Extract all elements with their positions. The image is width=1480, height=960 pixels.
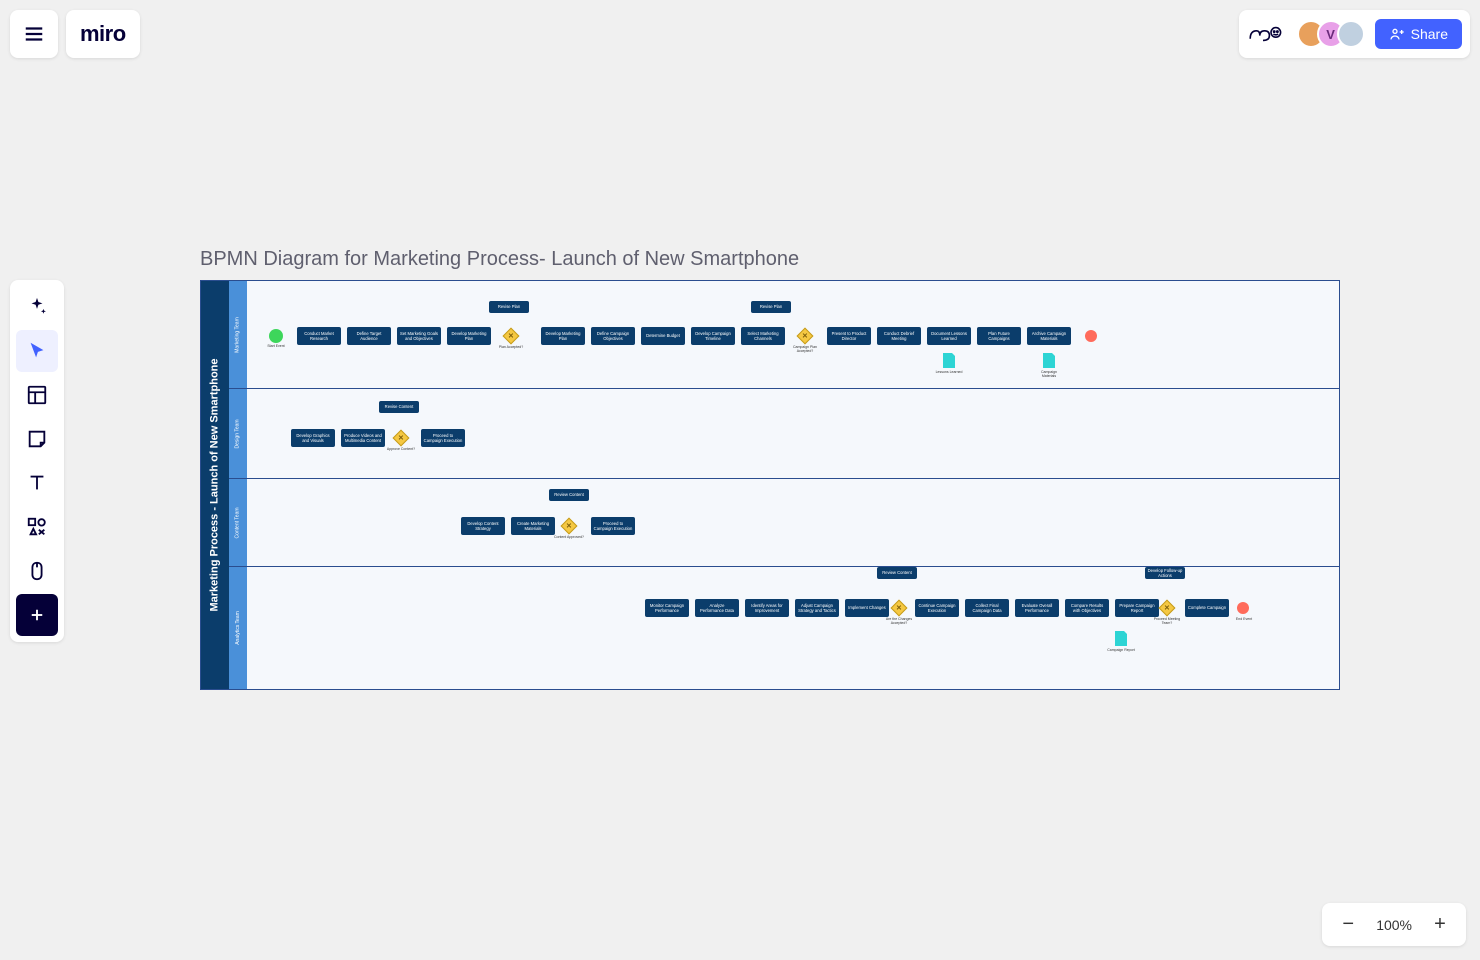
bpmn-task[interactable]: Adjust Campaign Strategy and Tactics — [795, 599, 839, 617]
shapes-icon — [26, 516, 48, 538]
collaborator-avatars[interactable]: V — [1297, 20, 1365, 48]
bpmn-task[interactable]: Produce Videos and Multimedia Content — [341, 429, 385, 447]
bpmn-task[interactable]: Develop Campaign Timeline — [691, 327, 735, 345]
event-label: End Event — [1232, 617, 1256, 621]
bpmn-task[interactable]: Develop Content Strategy — [461, 517, 505, 535]
lane-label: Design Team — [235, 419, 241, 448]
bpmn-task[interactable]: Conduct Market Research — [297, 327, 341, 345]
pen-icon — [26, 560, 48, 582]
share-label: Share — [1411, 26, 1448, 42]
gateway-label: Plan Accepted? — [496, 345, 526, 349]
pool-header: Marketing Process - Launch of New Smartp… — [201, 281, 229, 689]
lane-label: Analytics Team — [235, 611, 241, 645]
tool-pen[interactable] — [16, 550, 58, 592]
app-logo[interactable]: miro — [66, 10, 140, 58]
lane-content — [247, 479, 1339, 567]
bpmn-task[interactable]: Proceed to Campaign Execution — [591, 517, 635, 535]
bpmn-task[interactable]: Compare Results with Objectives — [1065, 599, 1109, 617]
gateway-label: Campaign Plan Accepted? — [790, 345, 820, 353]
bpmn-task[interactable]: Implement Changes — [845, 599, 889, 617]
bpmn-task[interactable]: Document Lessons Learned — [927, 327, 971, 345]
plus-icon — [28, 606, 46, 624]
bpmn-diagram[interactable]: Marketing Process - Launch of New Smartp… — [200, 280, 1340, 690]
gateway-label: Approve Content? — [386, 447, 416, 451]
bpmn-task[interactable]: Set Marketing Goals and Objectives — [397, 327, 441, 345]
bpmn-task[interactable]: Define Target Audience — [347, 327, 391, 345]
pool-label: Marketing Process - Launch of New Smartp… — [209, 358, 221, 611]
bpmn-task[interactable]: Present to Product Director — [827, 327, 871, 345]
bpmn-task[interactable]: Analyze Performance Data — [695, 599, 739, 617]
bpmn-task[interactable]: Evaluate Overall Performance — [1015, 599, 1059, 617]
bpmn-task[interactable]: Develop Marketing Plan — [447, 327, 491, 345]
lane-label: Marketing Team — [235, 317, 241, 352]
bpmn-task[interactable]: Develop Marketing Plan — [541, 327, 585, 345]
bpmn-task[interactable]: Complete Campaign — [1185, 599, 1229, 617]
avatar[interactable] — [1337, 20, 1365, 48]
text-icon — [26, 472, 48, 494]
zoom-out-button[interactable]: − — [1338, 913, 1358, 936]
document-label: Lessons Learned — [934, 370, 964, 374]
bpmn-document[interactable] — [943, 353, 955, 368]
bpmn-task[interactable]: Revise Plan — [751, 301, 791, 313]
sparkle-icon — [26, 296, 48, 318]
event-label: Start Event — [264, 344, 288, 348]
bpmn-document[interactable] — [1115, 631, 1127, 646]
sticky-note-icon — [26, 428, 48, 450]
bpmn-task[interactable]: Develop Graphics and Visuals — [291, 429, 335, 447]
gateway-label: Proceed Meeting Team? — [1152, 617, 1182, 625]
bpmn-task[interactable]: Determine Budget — [641, 327, 685, 345]
bpmn-task[interactable]: Select Marketing Channels — [741, 327, 785, 345]
zoom-controls: − 100% + — [1322, 903, 1466, 946]
lane-headers: Marketing Team Design Team Content Team … — [229, 281, 247, 689]
zoom-in-button[interactable]: + — [1430, 913, 1450, 936]
zoom-level[interactable]: 100% — [1376, 917, 1412, 933]
diagram-title[interactable]: BPMN Diagram for Marketing Process- Laun… — [200, 248, 799, 271]
bpmn-task[interactable]: Plan Future Campaigns — [977, 327, 1021, 345]
bpmn-task[interactable]: Proceed to Campaign Execution — [421, 429, 465, 447]
menu-button[interactable] — [10, 10, 58, 58]
tool-shapes[interactable] — [16, 506, 58, 548]
gateway-label: Are the Changes Accepted? — [884, 617, 914, 625]
gateway-label: Content Approved? — [554, 535, 584, 539]
bpmn-task[interactable]: Monitor Campaign Performance — [645, 599, 689, 617]
bpmn-task[interactable]: Collect Final Campaign Data — [965, 599, 1009, 617]
tool-sticky[interactable] — [16, 418, 58, 460]
lane-label: Content Team — [235, 507, 241, 538]
bpmn-task[interactable]: Identify Areas for Improvement — [745, 599, 789, 617]
lane-analytics — [247, 567, 1339, 689]
bpmn-task[interactable]: Conduct Debrief Meeting — [877, 327, 921, 345]
bpmn-task[interactable]: Revise Content — [379, 401, 419, 413]
tool-select[interactable] — [16, 330, 58, 372]
bpmn-task[interactable]: Continue Campaign Execution — [915, 599, 959, 617]
bpmn-task[interactable]: Revise Plan — [489, 301, 529, 313]
bpmn-document[interactable] — [1043, 353, 1055, 368]
bpmn-task[interactable]: Create Marketing Materials — [511, 517, 555, 535]
emoji-reactions-icon[interactable] — [1247, 22, 1287, 46]
tool-more[interactable] — [16, 594, 58, 636]
document-label: Campaign Materials — [1034, 370, 1064, 378]
bpmn-task[interactable]: Review Content — [877, 567, 917, 579]
share-icon — [1389, 26, 1405, 42]
document-label: Campaign Report — [1106, 648, 1136, 652]
bpmn-task[interactable]: Define Campaign Objectives — [591, 327, 635, 345]
tool-text[interactable] — [16, 462, 58, 504]
share-button[interactable]: Share — [1375, 19, 1462, 49]
tool-templates[interactable] — [16, 374, 58, 416]
bpmn-task[interactable]: Develop Follow-up Actions — [1145, 567, 1185, 579]
bpmn-end-event[interactable] — [1085, 330, 1097, 342]
left-toolbar — [10, 280, 64, 642]
header-right: V Share — [1239, 10, 1470, 58]
bpmn-task[interactable]: Prepare Campaign Report — [1115, 599, 1159, 617]
bpmn-start-event[interactable] — [269, 329, 283, 343]
bpmn-end-event[interactable] — [1237, 602, 1249, 614]
cursor-icon — [26, 340, 48, 362]
bpmn-task[interactable]: Review Content — [549, 489, 589, 501]
template-icon — [26, 384, 48, 406]
hamburger-icon — [23, 23, 45, 45]
tool-ai[interactable] — [16, 286, 58, 328]
bpmn-task[interactable]: Archive Campaign Materials — [1027, 327, 1071, 345]
